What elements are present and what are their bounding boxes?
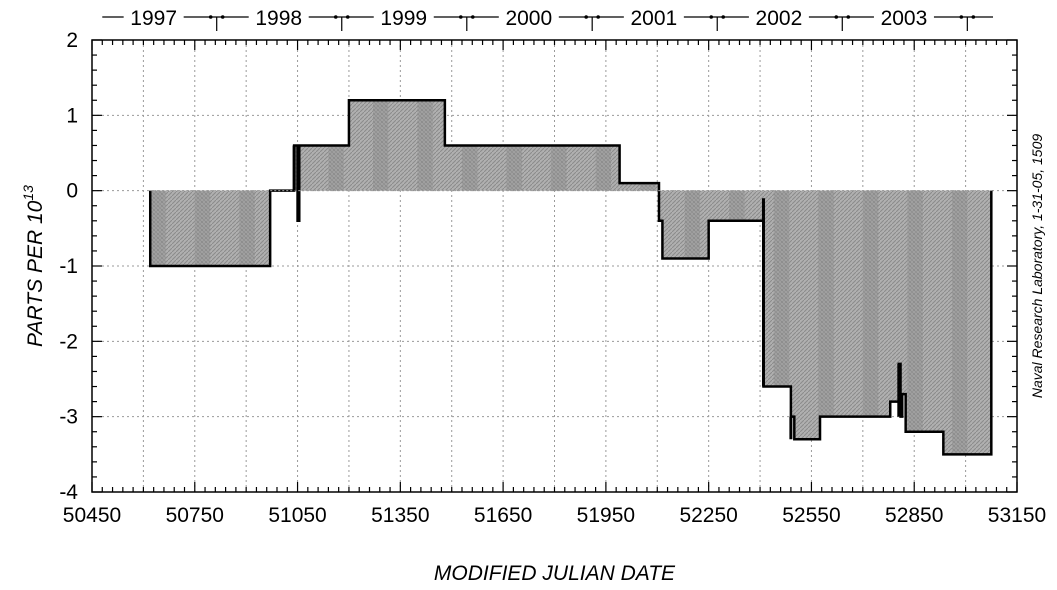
year-label: 2002 [756, 7, 803, 30]
year-boundary-dot [470, 15, 475, 19]
year-boundary-dot [846, 15, 851, 19]
year-boundary-dot [971, 15, 976, 19]
x-tick-label: 52250 [679, 504, 737, 527]
y-axis-title: PARTS PER 1013 [20, 185, 47, 347]
year-boundary-dot [709, 15, 714, 19]
year-boundary-dot [959, 15, 964, 19]
year-boundary-dot [333, 15, 338, 19]
y-axis-title-base: PARTS PER 10 [24, 200, 47, 347]
y-tick-labels: -4 -3 -2 -1 0 1 2 [59, 29, 78, 504]
y-tick-label: -4 [59, 481, 78, 504]
area-texture-band [372, 100, 389, 455]
x-tick-label: 52850 [885, 504, 943, 527]
year-boundary-dot [596, 15, 600, 19]
year-label: 2001 [630, 7, 677, 30]
area-texture-band [417, 100, 433, 455]
x-tick-labels: 50450 50750 51050 51350 51650 51950 52250 52550… [63, 504, 1046, 527]
year-boundary-dot [220, 15, 225, 19]
y-axis-title-exponent: 13 [20, 185, 36, 201]
year-label: 2000 [505, 7, 552, 30]
year-axis: 1997 1998 1999 2000 2001 2002 2003 [102, 5, 994, 31]
x-tick-label: 52550 [782, 504, 840, 527]
year-label-bg [248, 5, 309, 29]
x-tick-label: 50750 [166, 504, 224, 527]
area-texture-band [862, 100, 879, 455]
year-label-bg [873, 5, 934, 29]
area-texture-band [773, 100, 790, 455]
year-boundary-dot [834, 15, 839, 19]
area-texture-band [951, 100, 968, 455]
x-tick-label: 51050 [268, 504, 326, 527]
year-boundary-dot [584, 15, 588, 19]
x-tick-label: 50450 [63, 504, 121, 527]
year-boundary-dot [721, 15, 726, 19]
series-line [148, 99, 993, 456]
credit-text: Naval Research Laboratory, 1-31-05, 1509 [1029, 134, 1045, 399]
area-texture-band [462, 100, 478, 455]
x-tick-label: 53150 [988, 504, 1046, 527]
axis-ticks [91, 39, 1018, 493]
year-label: 1998 [255, 7, 302, 30]
year-boundary-dot [208, 15, 213, 19]
year-label: 1997 [130, 7, 177, 30]
area-texture-band [283, 100, 300, 455]
x-tick-label: 51350 [371, 504, 429, 527]
y-tick-label: -3 [59, 406, 78, 429]
area-texture-band [907, 100, 923, 455]
year-label: 2003 [881, 7, 928, 30]
area-texture-band [328, 100, 344, 455]
year-label-bg [748, 5, 809, 29]
year-label-bg [123, 5, 184, 29]
year-label-bg [373, 5, 434, 29]
y-tick-label: -1 [59, 255, 78, 278]
y-tick-label: 0 [66, 180, 78, 203]
x-tick-label: 51650 [474, 504, 532, 527]
x-tick-label: 51950 [577, 504, 635, 527]
year-boundary-dot [458, 15, 463, 19]
y-tick-label: 1 [66, 104, 78, 127]
year-label-bg [623, 5, 684, 29]
x-axis-title: MODIFIED JULIAN DATE [434, 562, 676, 585]
year-label: 1999 [380, 7, 427, 30]
y-tick-label: -2 [59, 330, 78, 353]
year-label-bg [498, 5, 559, 29]
y-tick-label: 2 [66, 29, 78, 52]
year-boundary-dot [345, 15, 350, 19]
